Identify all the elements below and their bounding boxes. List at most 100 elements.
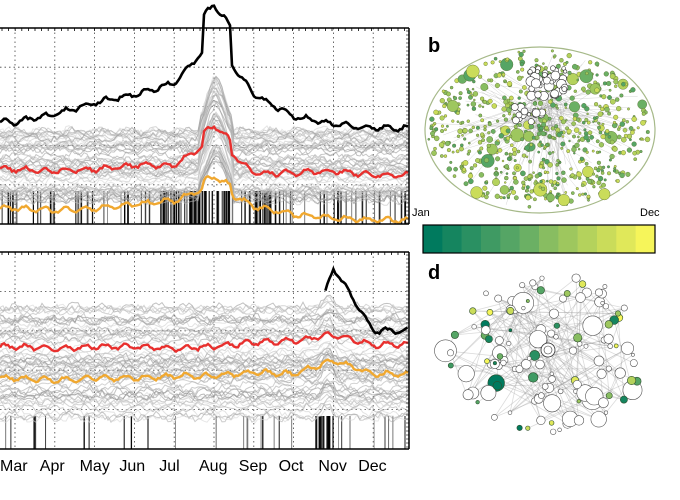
network-node-colored [529, 350, 541, 361]
network-node-white [594, 288, 603, 297]
background-trace [0, 400, 409, 419]
network-node [482, 99, 487, 104]
month-label: Dec [358, 458, 386, 475]
network-node [613, 114, 619, 120]
network-node [639, 137, 642, 141]
network-node [602, 81, 607, 86]
network-node [525, 188, 529, 193]
network-edge [484, 335, 538, 396]
network-edge [510, 311, 516, 331]
network-edge [543, 87, 592, 114]
network-node-colored [613, 343, 619, 349]
network-node [555, 64, 561, 69]
background-trace [0, 295, 409, 316]
network-node [633, 157, 638, 161]
network-node-white [620, 341, 634, 355]
network-edge [496, 382, 568, 424]
network-node [556, 106, 559, 110]
network-node-white [549, 371, 554, 376]
network-node [451, 119, 455, 123]
network-node [540, 131, 546, 137]
network-node-colored [484, 335, 493, 343]
network-node [525, 155, 529, 159]
network-node [487, 98, 493, 104]
network-node [499, 195, 503, 200]
network-edge [466, 350, 574, 375]
network-node [509, 185, 514, 191]
network-node [607, 111, 611, 116]
network-node [509, 143, 514, 148]
network-node [499, 170, 503, 174]
network-node-white [600, 301, 605, 306]
network-node-colored [573, 333, 583, 343]
network-node [504, 181, 507, 184]
network-node-white [549, 79, 555, 85]
network-node [487, 78, 491, 82]
network-node [466, 119, 470, 123]
network-node [498, 60, 502, 63]
network-node [503, 117, 508, 122]
network-node-white [541, 72, 548, 78]
network-node [452, 143, 457, 148]
network-node [472, 79, 476, 84]
network-node [520, 170, 526, 177]
network-node [434, 127, 439, 132]
network-node [582, 147, 588, 153]
network-node [506, 81, 513, 87]
network-node [463, 181, 469, 187]
network-edge [497, 340, 545, 386]
network-node [556, 192, 559, 196]
network-node-white [602, 303, 610, 310]
network-node [595, 174, 599, 178]
network-node [537, 150, 541, 154]
background-trace [0, 297, 409, 316]
month-axis-labels: Mar Apr May Jun Jul Aug Sep Oct Nov Dec [0, 458, 387, 475]
network-edge [510, 310, 610, 369]
panel-b-label: b [428, 35, 440, 57]
network-node-white [553, 334, 559, 340]
network-edge [466, 298, 564, 396]
network-edge [534, 325, 558, 402]
network-edge [529, 339, 605, 359]
background-trace [0, 391, 409, 408]
network-node [501, 72, 506, 77]
network-node-colored [604, 320, 613, 329]
network-node [453, 166, 458, 172]
panel-a-timeseries [0, 4, 410, 225]
network-node [477, 150, 482, 155]
network-node [517, 123, 522, 128]
network-boundary [424, 46, 656, 214]
network-node [460, 120, 465, 125]
network-node [609, 73, 616, 80]
network-node-colored [627, 375, 637, 385]
network-node [440, 128, 445, 133]
network-node [620, 150, 626, 156]
network-node [625, 119, 629, 124]
network-node [505, 172, 509, 175]
network-edge [457, 95, 548, 154]
colorbar-segment [461, 225, 482, 253]
network-node [592, 172, 596, 176]
network-node [451, 150, 455, 154]
network-node [581, 103, 587, 109]
network-edge [494, 283, 583, 365]
network-node [548, 179, 554, 184]
network-node [564, 191, 568, 194]
network-node [438, 142, 445, 148]
network-node [453, 96, 458, 101]
network-node [431, 150, 437, 156]
network-node-white [529, 330, 548, 349]
network-node-white [526, 112, 531, 117]
network-node-white [537, 392, 545, 399]
network-edge [489, 311, 625, 400]
network-node-white [520, 107, 529, 116]
background-trace [0, 307, 409, 327]
network-node [560, 141, 566, 147]
network-node [641, 111, 646, 116]
network-node [588, 60, 593, 65]
network-node [527, 178, 532, 182]
network-node [532, 171, 535, 174]
network-edge [504, 313, 555, 361]
network-edge [519, 368, 576, 381]
network-node [434, 135, 440, 142]
